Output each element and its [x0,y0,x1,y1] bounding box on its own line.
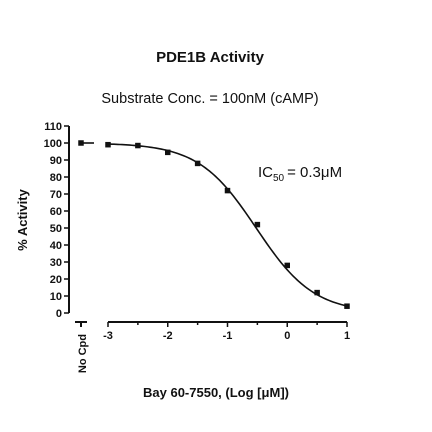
y-tick-label: 70 [50,189,62,201]
y-tick-label: 40 [50,240,62,252]
ic50-mu: μ [321,164,330,181]
data-point [314,289,320,296]
control-data-point [78,140,84,146]
data-points [78,140,350,309]
data-point [105,141,111,148]
x-tick-label: 1 [344,330,350,342]
x-tick-label: -3 [103,330,113,342]
data-point [254,221,261,228]
ic50-prefix: IC [258,164,273,181]
y-tick-label: 110 [44,121,62,133]
y-tick-label: 50 [50,223,62,235]
data-point [194,160,201,167]
data-point [135,142,141,149]
x-tick-label: -2 [163,330,173,342]
ic50-annotation: IC50 = 0.3μM [258,164,342,184]
y-tick-label: 0 [56,308,62,320]
x-tick-label: 0 [284,330,290,342]
data-point [165,149,171,156]
ic50-unit: M [330,164,343,181]
y-tick-label: 60 [50,206,62,218]
data-point [284,262,290,269]
axes [68,126,347,327]
y-tick-label: 80 [50,172,62,184]
x-axis-ticks: -3 -2 -1 0 1 [103,322,350,342]
x-axis-label-main: Bay 60-7550, (Log [ [143,385,262,400]
y-axis-label: % Activity [15,188,30,250]
control-label: No Cpd [77,334,89,373]
y-tick-label: 90 [50,155,62,167]
y-tick-label: 100 [44,138,62,150]
chart-title: PDE1B Activity [156,49,264,66]
x-axis-label-mu: μ [262,385,270,400]
ic50-value: = 0.3 [287,164,321,181]
x-axis-label: Bay 60-7550, (Log [μM]) [143,385,289,400]
data-point [224,187,231,194]
x-axis-label-end: M]) [269,385,289,400]
data-point [344,303,350,309]
y-tick-label: 10 [50,291,62,303]
ic50-subscript: 50 [273,173,285,184]
y-tick-label: 20 [50,274,62,286]
y-tick-label: 30 [50,257,62,269]
y-axis-ticks: 0 10 20 30 40 50 60 70 80 90 100 110 [44,121,69,320]
chart-subtitle: Substrate Conc. = 100nM (cAMP) [101,91,318,107]
x-tick-label: -1 [223,330,233,342]
